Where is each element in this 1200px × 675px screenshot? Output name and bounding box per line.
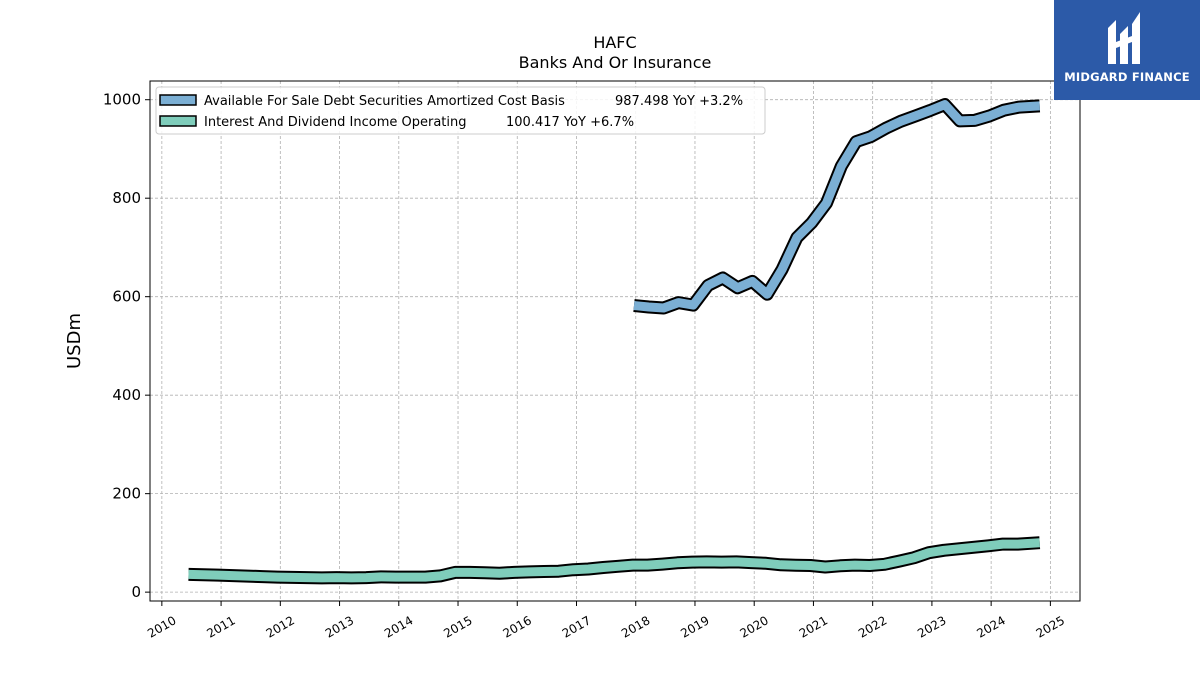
y-tick-label: 0 xyxy=(131,583,141,601)
x-tick-label: 2012 xyxy=(264,613,297,640)
x-tick-label: 2015 xyxy=(441,613,474,640)
legend-value-interest-income: 100.417 YoY +6.7% xyxy=(506,115,634,130)
x-tick-label: 2020 xyxy=(737,613,770,640)
chart-title: HAFC xyxy=(593,33,636,52)
x-tick-label: 2014 xyxy=(382,613,415,640)
legend-box xyxy=(155,86,766,135)
x-tick-label: 2018 xyxy=(619,613,652,640)
legend-value-afs-securities: 987.498 YoY +3.2% xyxy=(615,94,743,109)
x-tick-label: 2017 xyxy=(560,613,593,640)
y-tick-label: 600 xyxy=(112,288,141,306)
x-tick-label: 2019 xyxy=(678,613,711,640)
y-tick-label: 200 xyxy=(112,485,141,503)
x-axis-ticks: 2010 2011 2012 2013 2014 2015 2016 2017 2018 2019… xyxy=(145,601,1067,641)
series-afs-securities-line xyxy=(633,100,1040,313)
y-tick-label: 800 xyxy=(112,189,141,207)
brand-logo-text: MIDGARD FINANCE xyxy=(1064,70,1190,84)
legend-swatch-interest-income xyxy=(159,115,197,127)
x-tick-label: 2021 xyxy=(797,613,830,640)
brand-logo: MIDGARD FINANCE xyxy=(1054,0,1200,100)
x-tick-label: 2013 xyxy=(323,613,356,640)
legend-swatch-afs-securities xyxy=(159,94,197,106)
x-tick-label: 2016 xyxy=(501,613,534,640)
legend: Available For Sale Debt Securities Amort… xyxy=(155,86,766,135)
chart-subtitle: Banks And Or Insurance xyxy=(519,53,712,72)
legend-label-afs-securities: Available For Sale Debt Securities Amort… xyxy=(204,94,565,109)
y-tick-label: 1000 xyxy=(103,91,141,109)
x-tick-label: 2022 xyxy=(856,613,889,640)
legend-label-interest-income: Interest And Dividend Income Operating xyxy=(204,115,467,130)
series-interest-income-line xyxy=(188,538,1040,583)
x-tick-label: 2023 xyxy=(915,613,948,640)
x-tick-label: 2025 xyxy=(1034,613,1067,640)
x-tick-label: 2010 xyxy=(145,613,178,640)
x-tick-label: 2024 xyxy=(974,613,1007,640)
y-tick-label: 400 xyxy=(112,386,141,404)
x-tick-label: 2011 xyxy=(204,613,237,640)
series-layer xyxy=(188,98,1041,585)
y-axis-label: USDm xyxy=(64,313,85,369)
plot-area-frame xyxy=(149,80,1081,602)
grid xyxy=(150,81,1080,601)
midgard-logo-icon xyxy=(1108,12,1140,64)
y-axis-ticks: 0 200 400 600 800 1000 xyxy=(103,91,150,601)
